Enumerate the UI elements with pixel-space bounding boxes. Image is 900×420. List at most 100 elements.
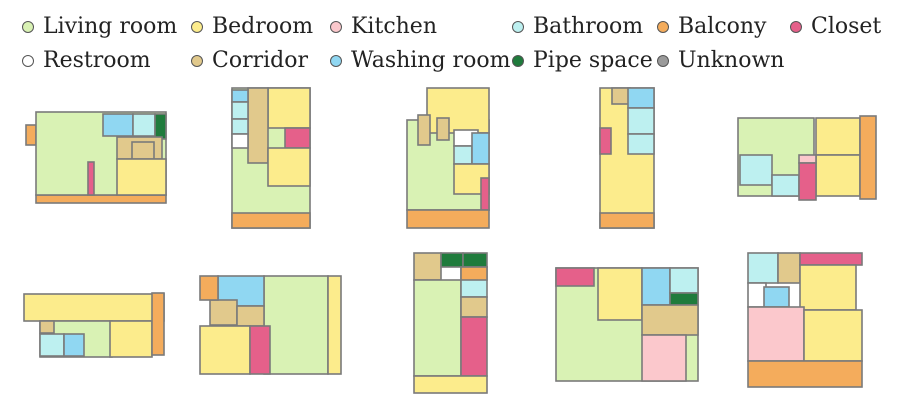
- legend-swatch-pipe: [512, 54, 524, 67]
- room-washing: [102, 113, 134, 137]
- legend-label-closet: Closet: [811, 14, 882, 39]
- room-pipe: [669, 292, 699, 306]
- room-corridor: [777, 252, 801, 284]
- room-kitchen: [641, 334, 687, 382]
- room-closet: [798, 162, 817, 201]
- legend-swatch-washing: [330, 54, 342, 67]
- room-living: [413, 279, 462, 377]
- room-closet: [599, 127, 612, 155]
- legend-item-bathroom: Bathroom: [512, 14, 643, 39]
- room-bathroom: [771, 174, 800, 197]
- legend-label-restroom: Restroom: [43, 48, 151, 73]
- room-restroom: [231, 133, 249, 149]
- room-bathroom: [231, 118, 249, 135]
- room-bathroom: [627, 133, 655, 155]
- room-bedroom: [597, 267, 643, 321]
- room-washing: [641, 267, 671, 306]
- legend-label-kitchen: Kitchen: [351, 14, 437, 39]
- legend-item-closet: Closet: [790, 14, 881, 39]
- legend-swatch-balcony: [657, 20, 669, 33]
- room-closet: [284, 127, 311, 149]
- room-bedroom: [815, 117, 861, 156]
- room-living: [263, 275, 329, 375]
- room-balcony: [231, 212, 311, 229]
- legend-item-living: Living room: [22, 14, 177, 39]
- room-balcony: [406, 209, 490, 229]
- room-bathroom: [747, 252, 779, 284]
- room-corridor: [131, 141, 155, 160]
- room-bathroom: [453, 145, 473, 165]
- room-corridor: [417, 114, 431, 146]
- room-balcony: [25, 124, 37, 146]
- room-closet: [460, 316, 488, 377]
- room-bedroom: [799, 264, 857, 311]
- room-washing: [763, 286, 790, 308]
- floorplan-10: [747, 252, 863, 388]
- floorplan-6: [23, 292, 165, 358]
- legend-label-pipe: Pipe space: [533, 48, 653, 73]
- room-corridor: [460, 296, 488, 318]
- legend-swatch-living: [22, 20, 34, 33]
- room-type-legend: Living room Bedroom Kitchen Bathroom Balcony…: [0, 0, 900, 80]
- legend-swatch-bedroom: [191, 20, 203, 33]
- room-corridor: [436, 117, 450, 141]
- legend-item-washing: Washing room: [330, 48, 510, 73]
- room-bedroom: [413, 375, 488, 394]
- room-bathroom: [39, 333, 65, 357]
- legend-item-restroom: Restroom: [22, 48, 151, 73]
- room-bedroom: [267, 87, 311, 129]
- room-corridor: [209, 299, 238, 326]
- legend-label-balcony: Balcony: [678, 14, 767, 39]
- room-balcony: [199, 275, 219, 301]
- floorplan-4: [599, 87, 655, 229]
- room-bedroom: [803, 309, 863, 362]
- legend-item-kitchen: Kitchen: [330, 14, 437, 39]
- room-corridor: [236, 305, 265, 327]
- room-washing: [63, 333, 85, 357]
- room-kitchen: [747, 306, 805, 362]
- room-corridor: [413, 252, 442, 281]
- room-balcony: [859, 115, 877, 200]
- floorplan-5: [737, 115, 877, 201]
- room-closet: [249, 325, 271, 375]
- legend-swatch-bathroom: [512, 20, 524, 33]
- room-pipe: [154, 113, 167, 140]
- floorplan-3: [406, 87, 490, 229]
- room-balcony: [460, 266, 488, 281]
- legend-item-corridor: Corridor: [191, 48, 308, 73]
- room-washing: [627, 87, 655, 109]
- room-closet: [87, 161, 95, 196]
- room-closet: [799, 252, 863, 266]
- legend-item-pipe: Pipe space: [512, 48, 653, 73]
- floorplan-7: [199, 275, 342, 375]
- legend-item-balcony: Balcony: [657, 14, 766, 39]
- room-pipe: [462, 252, 488, 268]
- room-bedroom: [815, 154, 861, 197]
- floorplan-8: [413, 252, 488, 394]
- room-bathroom: [627, 107, 655, 135]
- room-bedroom: [199, 325, 251, 375]
- legend-swatch-closet: [790, 20, 802, 33]
- room-bathroom: [231, 101, 249, 120]
- legend-label-corridor: Corridor: [212, 48, 308, 73]
- legend-swatch-kitchen: [330, 20, 342, 33]
- legend-swatch-corridor: [191, 54, 203, 67]
- room-corridor: [641, 304, 699, 336]
- legend-label-bedroom: Bedroom: [212, 14, 314, 39]
- floorplan-1: [25, 111, 167, 204]
- legend-swatch-unknown: [657, 54, 669, 67]
- legend-item-bedroom: Bedroom: [191, 14, 313, 39]
- room-closet: [480, 177, 490, 211]
- legend-label-unknown: Unknown: [678, 48, 785, 73]
- legend-label-living: Living room: [43, 14, 178, 39]
- room-corridor: [247, 87, 269, 164]
- room-washing: [231, 89, 249, 103]
- room-bedroom: [109, 320, 153, 358]
- room-washing: [471, 132, 490, 165]
- room-bathroom: [132, 113, 156, 137]
- legend-item-unknown: Unknown: [657, 48, 784, 73]
- room-pipe: [440, 252, 464, 268]
- floorplan-grid: [23, 87, 877, 394]
- room-bedroom: [327, 275, 342, 375]
- room-closet: [555, 267, 595, 287]
